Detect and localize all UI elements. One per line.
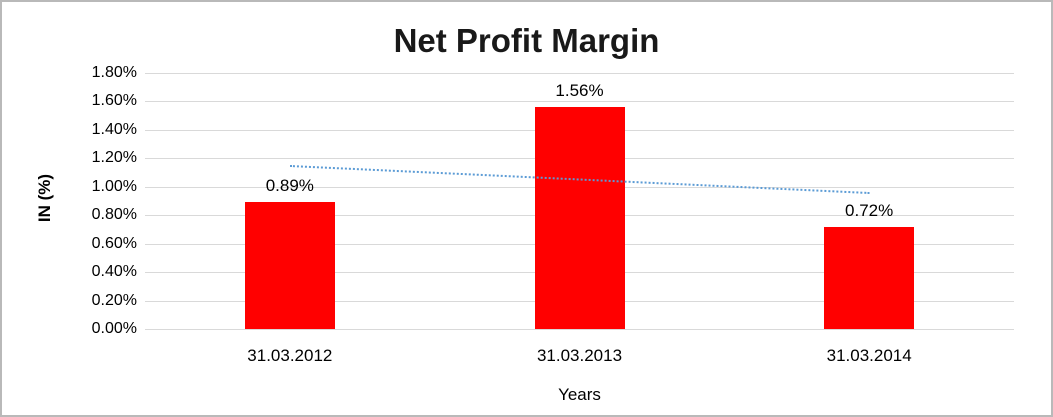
y-tick-label: 0.80% bbox=[91, 206, 137, 224]
bar-31.03.2012 bbox=[244, 202, 335, 329]
gridline bbox=[145, 329, 1014, 330]
y-tick-label: 1.00% bbox=[91, 177, 137, 195]
y-tick-label: 1.60% bbox=[91, 92, 137, 110]
gridline bbox=[145, 73, 1014, 74]
y-tick-label: 1.40% bbox=[91, 120, 137, 138]
y-tick-label: 1.20% bbox=[91, 149, 137, 167]
y-tick-label: 0.20% bbox=[91, 291, 137, 309]
x-tick-label: 31.03.2013 bbox=[536, 346, 623, 365]
x-axis-title: Years bbox=[558, 385, 601, 404]
bar-data-label: 0.72% bbox=[845, 200, 894, 220]
y-tick-label: 1.80% bbox=[91, 64, 137, 81]
bar-31.03.2013 bbox=[534, 107, 625, 329]
x-tick-label: 31.03.2014 bbox=[826, 346, 912, 365]
y-tick-label: 0.60% bbox=[91, 234, 137, 252]
bar-31.03.2014 bbox=[824, 226, 915, 329]
y-tick-label: 0.00% bbox=[91, 320, 137, 337]
gridline bbox=[145, 101, 1014, 103]
chart-title: Net Profit Margin bbox=[393, 22, 660, 59]
y-axis-title: IN (%) bbox=[35, 173, 54, 223]
y-tick-label: 0.40% bbox=[91, 263, 137, 281]
bar-data-label: 0.89% bbox=[265, 176, 314, 196]
bar-data-label: 1.56% bbox=[555, 81, 604, 101]
x-tick-label: 31.03.2012 bbox=[247, 346, 333, 365]
